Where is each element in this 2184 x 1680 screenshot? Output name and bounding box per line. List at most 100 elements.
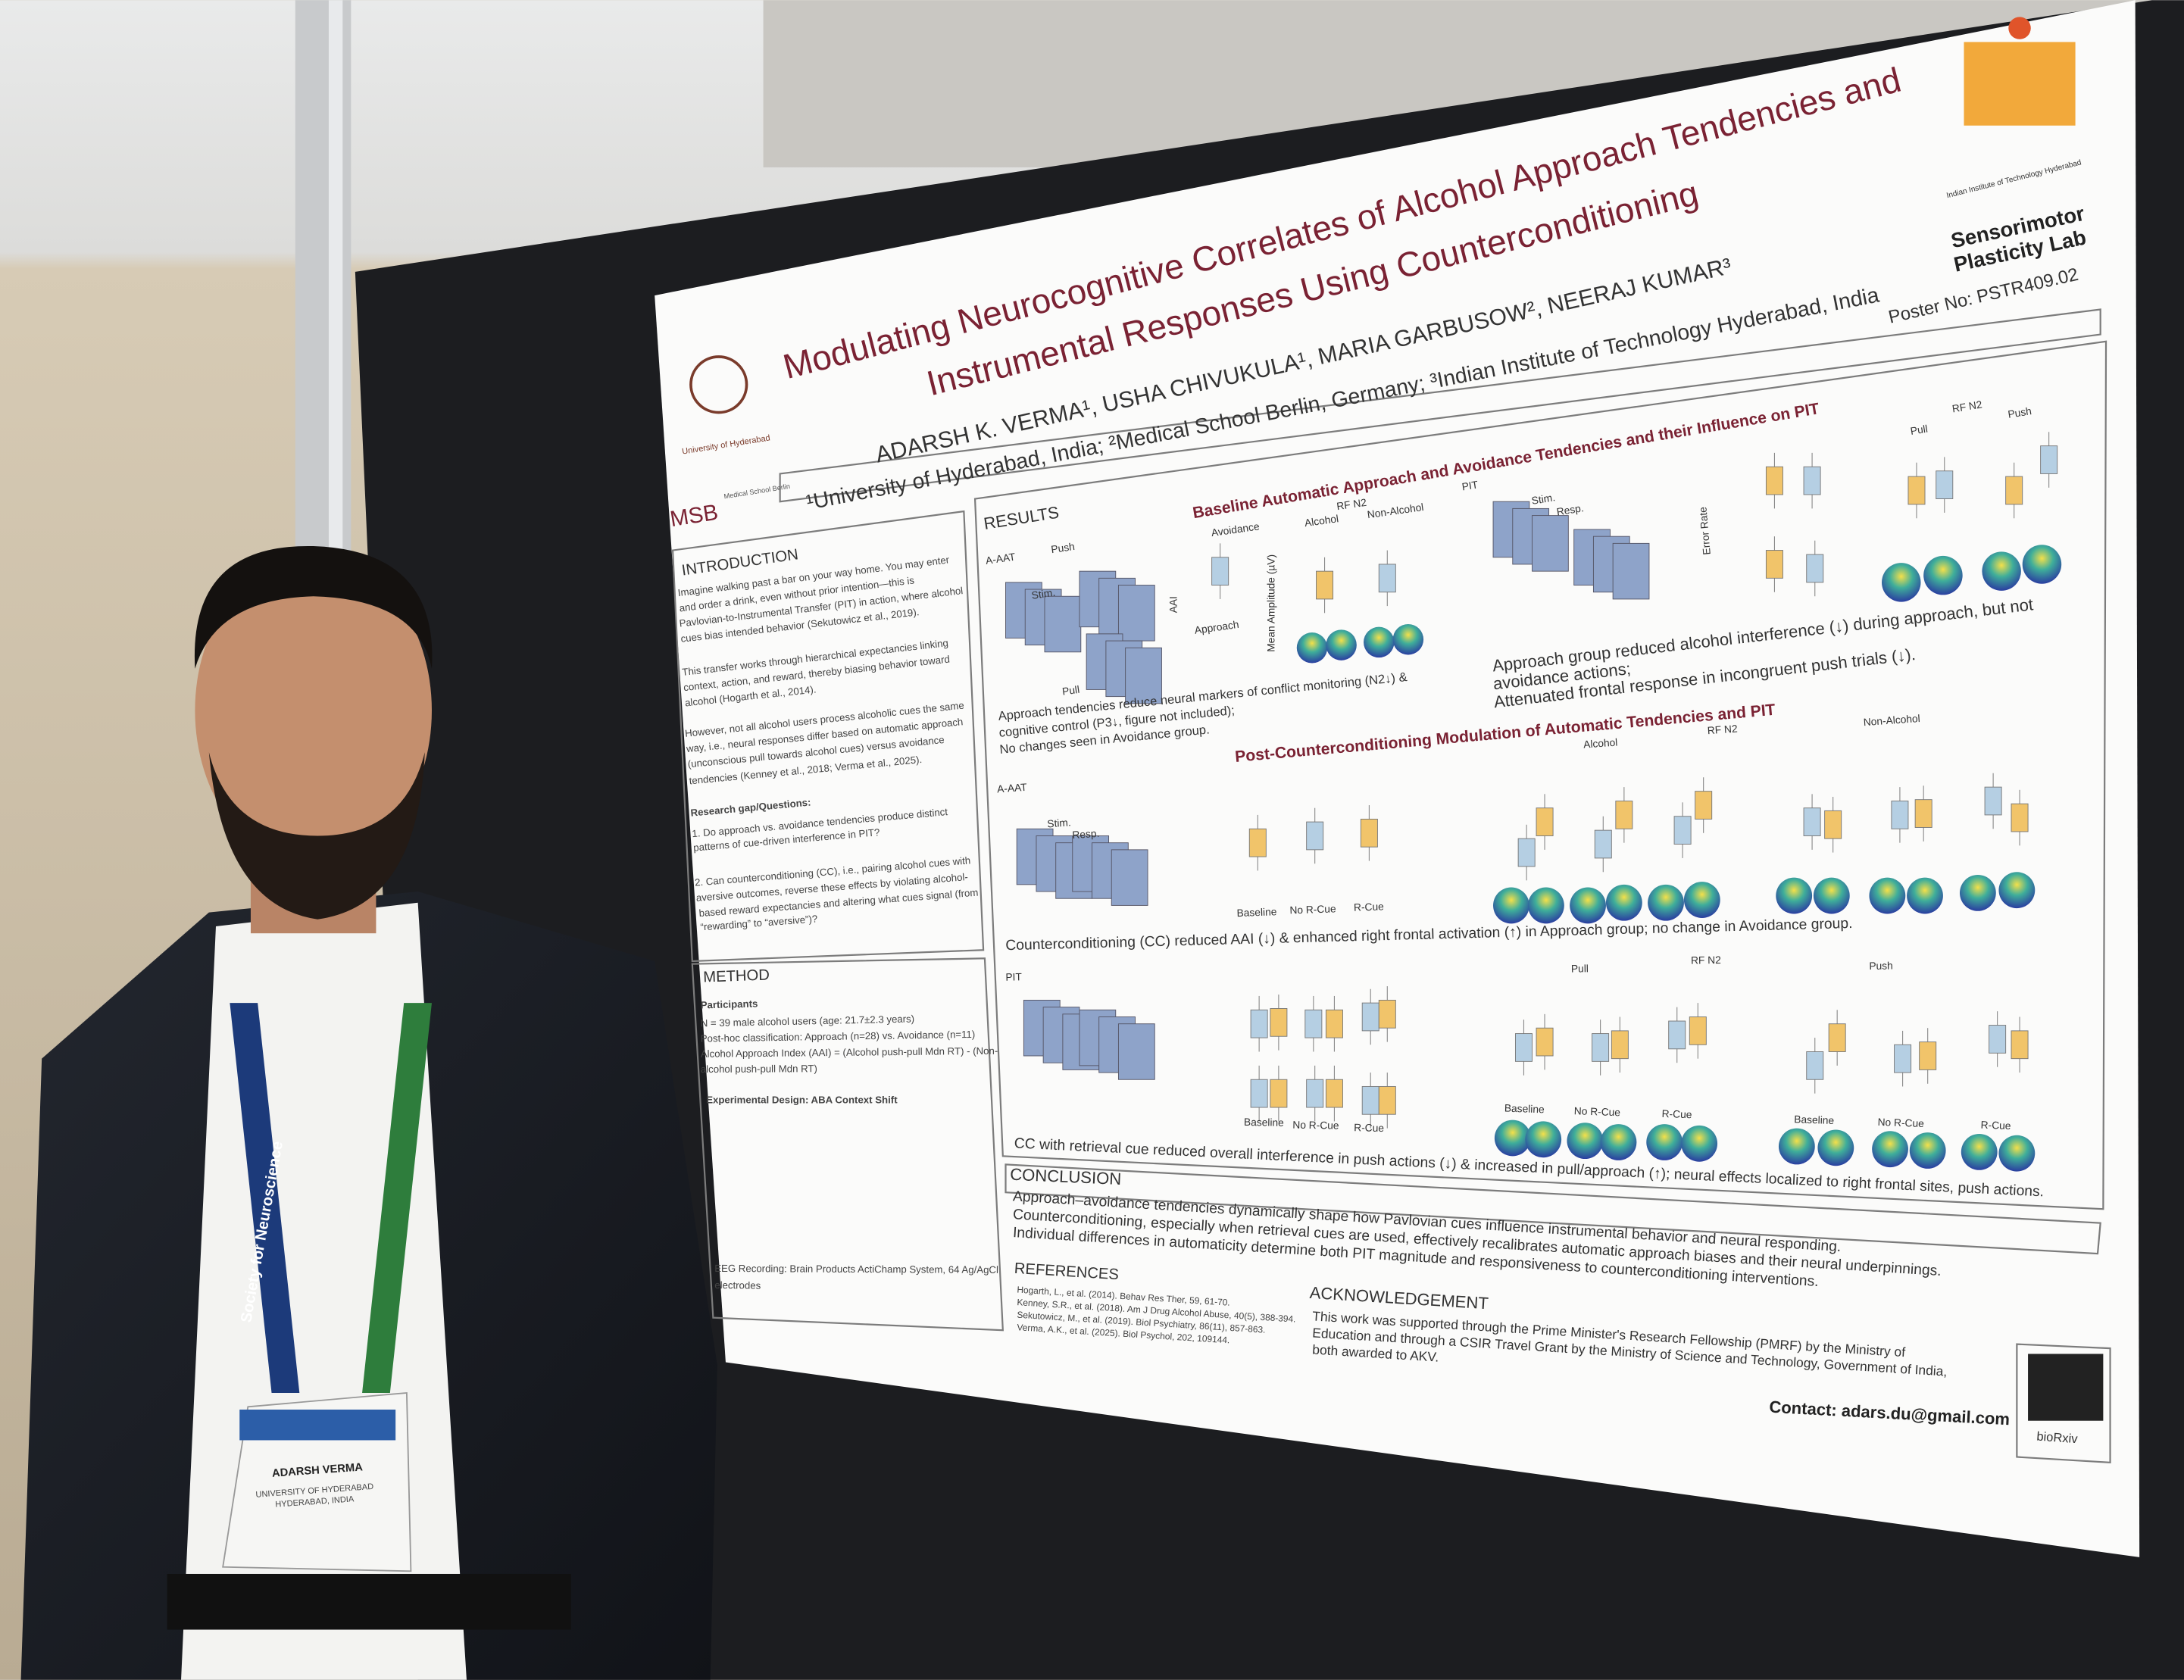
stimulus-screen	[1117, 585, 1155, 642]
stimulus-screen	[1111, 849, 1148, 906]
poster-boxes	[671, 308, 2111, 1464]
boxplot-box	[1211, 557, 1229, 586]
method-text: Experimental Design: ABA Context Shift	[706, 1094, 898, 1106]
boxplot-box	[1689, 1016, 1707, 1045]
intro-box	[671, 510, 985, 963]
figure-label: Baseline	[1244, 1116, 1284, 1129]
boxplot-box	[2011, 1030, 2029, 1060]
topo-map	[1567, 1123, 1604, 1160]
figure-label: Push	[1869, 960, 1893, 972]
qr-code	[2028, 1354, 2104, 1421]
figure-label: R-Cue	[1354, 901, 1385, 913]
figure-label: No R-Cue	[1292, 1119, 1339, 1132]
topo-map	[1998, 872, 2036, 909]
topo-map	[1882, 563, 1921, 602]
boxplot-box	[1592, 1033, 1610, 1062]
boxplot-box	[1594, 829, 1612, 859]
beard	[208, 752, 425, 920]
figure-label: Pull	[1061, 684, 1080, 698]
topo-map	[1909, 1132, 1946, 1169]
logo-text: bioRxiv	[2036, 1429, 2079, 1446]
boxplot-box	[1695, 791, 1713, 820]
figure-label: Baseline	[1236, 906, 1277, 919]
figure-label: Stim.	[1531, 492, 1556, 507]
figure-label: Non-Alcohol	[1863, 713, 1920, 728]
boxplot-box	[1803, 466, 1821, 495]
figure-label: Resp.	[1072, 828, 1100, 841]
boxplot-box	[1611, 1030, 1629, 1060]
section-heading: METHOD	[703, 966, 770, 985]
belt	[167, 1573, 571, 1630]
figure-label: A-AAT	[997, 782, 1028, 795]
stimulus-screen	[1125, 647, 1162, 704]
method-box	[691, 957, 1004, 1332]
boxplot-box	[1270, 1008, 1288, 1037]
method-text: alcohol push-pull Mdn RT)	[701, 1063, 817, 1075]
boxplot-box	[1306, 821, 1324, 851]
topo-map	[1872, 1131, 1908, 1168]
boxplot-box	[1806, 1051, 1824, 1080]
figure-label: Error Rate	[1697, 506, 1713, 555]
topo-map	[1525, 1121, 1562, 1158]
topo-map	[1527, 887, 1564, 924]
figure-label: Push	[1051, 541, 1076, 555]
topo-map	[1869, 877, 1906, 914]
boxplot-box	[2005, 476, 2023, 505]
figure-label: RF N2	[1336, 497, 1367, 512]
topo-map	[1998, 1135, 2036, 1172]
qr-frame	[2016, 1343, 2111, 1464]
boxplot-box	[1517, 838, 1536, 867]
boxplot-box	[1514, 1033, 1533, 1062]
boxplot-box	[1378, 999, 1396, 1029]
boxplot-box	[1673, 816, 1692, 845]
iith-logo	[1964, 17, 2076, 126]
boxplot-box	[1536, 807, 1554, 836]
topo-map	[1326, 629, 1357, 660]
figure-label: Resp.	[1556, 502, 1585, 517]
topo-map	[1570, 887, 1606, 924]
topo-map	[1813, 877, 1850, 914]
figure-label: RF N2	[1707, 723, 1738, 737]
method-text: N = 39 male alcohol users (age: 21.7±2.3…	[701, 1013, 915, 1029]
boxplot-box	[1765, 466, 1783, 495]
boxplot-box	[1907, 476, 1926, 505]
figure-label: RF N2	[1691, 954, 1721, 966]
figure-label: R-Cue	[1354, 1122, 1384, 1134]
topo-map	[1364, 626, 1395, 658]
boxplot-box	[1270, 1079, 1288, 1108]
figure-label: AAI	[1168, 596, 1179, 613]
iith-mark	[1964, 42, 2076, 126]
iith-dot	[2008, 17, 2031, 39]
boxplot-box	[1894, 1044, 1912, 1073]
figure-label: Pull	[1910, 423, 1929, 437]
topo-map	[1494, 1119, 1531, 1157]
stimulus-screen	[1044, 595, 1082, 653]
boxplot-box	[1361, 1002, 1379, 1032]
topo-map	[1923, 555, 1963, 595]
topo-map	[1392, 624, 1424, 655]
boxplot-box	[1378, 1085, 1396, 1115]
method-text: Post-hoc classification: Approach (n=28)…	[701, 1029, 976, 1045]
poster-graphics	[1005, 432, 2062, 1172]
header-box	[779, 308, 2101, 503]
topo-map	[1817, 1129, 1854, 1166]
uoh-seal	[689, 355, 748, 414]
badge-banner	[239, 1410, 396, 1441]
stimulus-screen	[1532, 515, 1569, 572]
figure-label: Mean Amplitude (µV)	[1265, 554, 1276, 652]
figure-label: Stim.	[1047, 817, 1071, 829]
figure-label: R-Cue	[1661, 1108, 1692, 1120]
boxplot-box	[1248, 828, 1267, 857]
topo-map	[1600, 1124, 1637, 1160]
boxplot-box	[2040, 445, 2058, 474]
figure-label: Push	[2007, 405, 2032, 420]
boxplot-box	[1361, 1085, 1379, 1115]
boxplot-box	[1250, 1009, 1268, 1038]
boxplot-box	[2011, 803, 2029, 832]
figure-label: No R-Cue	[1574, 1105, 1621, 1118]
boxplot-box	[1325, 1009, 1343, 1038]
boxplot-box	[1891, 801, 1909, 829]
figure-label: A-AAT	[985, 551, 1017, 566]
